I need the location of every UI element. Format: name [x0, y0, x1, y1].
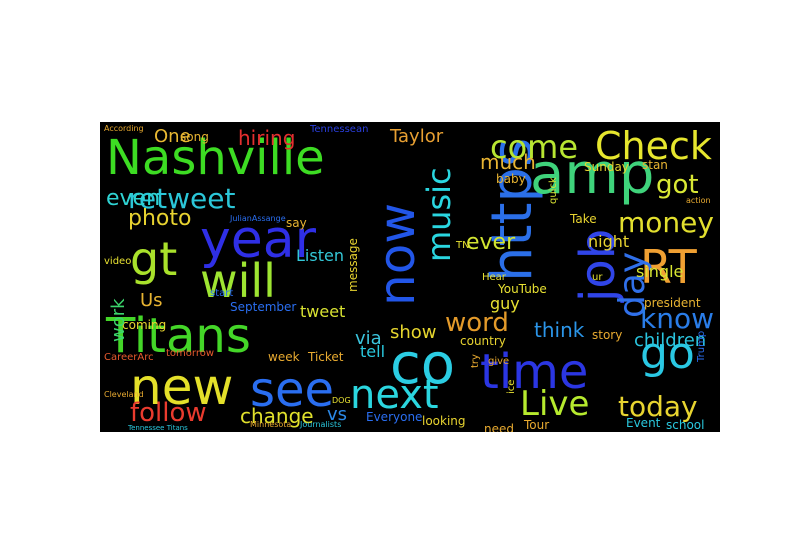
cloud-word: day — [612, 252, 653, 318]
cloud-word: night — [588, 232, 629, 251]
cloud-word: photo — [128, 206, 191, 231]
cloud-word: president — [644, 296, 701, 310]
cloud-word: Taylor — [389, 126, 444, 147]
cloud-word: school — [666, 418, 704, 432]
cloud-word: gt — [130, 232, 177, 286]
cloud-word: tomorrow — [166, 348, 214, 359]
cloud-word: Us — [140, 290, 163, 311]
cloud-word: via — [355, 328, 382, 349]
cloud-word: amp — [530, 142, 654, 207]
cloud-word: got — [656, 170, 699, 200]
cloud-word: show — [390, 322, 437, 343]
cloud-word: music — [420, 167, 458, 262]
cloud-word: Ticket — [307, 350, 344, 364]
cloud-word: quick — [548, 177, 559, 204]
cloud-word: word — [445, 308, 509, 338]
cloud-word: Tennessee Titans — [127, 424, 188, 432]
cloud-word: co — [390, 332, 455, 397]
cloud-word: Titans — [105, 308, 251, 364]
cloud-word: Tennessean — [309, 124, 368, 135]
cloud-word: Live — [520, 384, 589, 424]
cloud-word: year — [200, 210, 317, 270]
cloud-word: think — [534, 318, 585, 342]
cloud-word: today — [618, 390, 698, 423]
cloud-word: see — [250, 362, 334, 418]
cloud-word: stan — [642, 158, 668, 172]
cloud-word: give — [488, 356, 509, 367]
cloud-word: Check — [595, 124, 712, 168]
cloud-word: Journalists — [299, 420, 341, 429]
cloud-word: RT — [640, 240, 698, 294]
cloud-word: action — [686, 196, 711, 205]
cloud-word: job — [570, 229, 626, 303]
cloud-word: new — [130, 358, 233, 416]
cloud-word: story — [592, 328, 622, 342]
cloud-word: Cleveland — [104, 390, 144, 399]
cloud-word: Nashville — [106, 130, 325, 186]
cloud-word: retweet — [128, 182, 235, 215]
cloud-word: hiring — [238, 126, 295, 150]
cloud-word: Listen — [296, 246, 344, 265]
cloud-word: need — [484, 422, 514, 432]
cloud-word: One — [154, 126, 191, 147]
cloud-word: single — [636, 262, 683, 281]
cloud-word: baby — [496, 172, 526, 186]
cloud-word: looking — [422, 414, 466, 428]
cloud-word: Minnesota — [250, 420, 291, 429]
cloud-word: song — [180, 130, 209, 144]
cloud-word: now — [368, 203, 426, 306]
cloud-word: even — [106, 186, 160, 211]
cloud-word: know — [640, 302, 714, 335]
cloud-word: coming — [122, 318, 166, 332]
cloud-word: money — [618, 206, 714, 239]
cloud-word: message — [346, 238, 360, 292]
cloud-word: week — [268, 350, 300, 364]
cloud-word: guy — [490, 294, 520, 313]
cloud-word: tell — [360, 342, 385, 361]
cloud-word: Sunday — [584, 160, 629, 174]
cloud-word: change — [240, 404, 314, 428]
cloud-word: video — [104, 256, 131, 267]
cloud-word: start — [210, 288, 233, 299]
cloud-word: CareerArc — [104, 352, 154, 363]
cloud-word: September — [230, 300, 296, 314]
cloud-word: go — [640, 328, 695, 379]
cloud-word: will — [200, 254, 276, 308]
cloud-word: Tour — [523, 418, 549, 432]
cloud-word: tweet — [300, 302, 345, 321]
cloud-word: follow — [130, 398, 207, 428]
cloud-word: come — [490, 128, 578, 166]
cloud-word: much — [480, 150, 536, 174]
cloud-word: ice — [506, 380, 517, 394]
cloud-word: https — [480, 138, 545, 282]
cloud-word: Everyone — [366, 410, 422, 424]
cloud-word: say — [286, 216, 307, 230]
cloud-word: time — [480, 344, 588, 400]
cloud-word: YouTube — [497, 282, 547, 296]
cloud-word: TN — [455, 240, 470, 251]
cloud-word: country — [460, 334, 506, 348]
cloud-word: Hear — [482, 272, 507, 283]
cloud-word: work — [108, 298, 129, 342]
cloud-word: next — [350, 372, 439, 418]
cloud-word: ever — [466, 230, 516, 255]
cloud-word: try — [470, 354, 481, 368]
cloud-word: Take — [569, 212, 597, 226]
cloud-word: JulianAssange — [229, 214, 286, 223]
cloud-word: children — [634, 330, 706, 351]
cloud-word: vs — [327, 404, 347, 425]
cloud-word: ur — [592, 272, 603, 283]
word-cloud-panel: Nashville Titans year gt will new see now https a… — [100, 122, 720, 432]
cloud-word: DOG — [332, 396, 351, 405]
cloud-word: Trump — [696, 331, 707, 363]
cloud-word: Event — [626, 416, 661, 430]
cloud-word: According — [104, 124, 144, 133]
